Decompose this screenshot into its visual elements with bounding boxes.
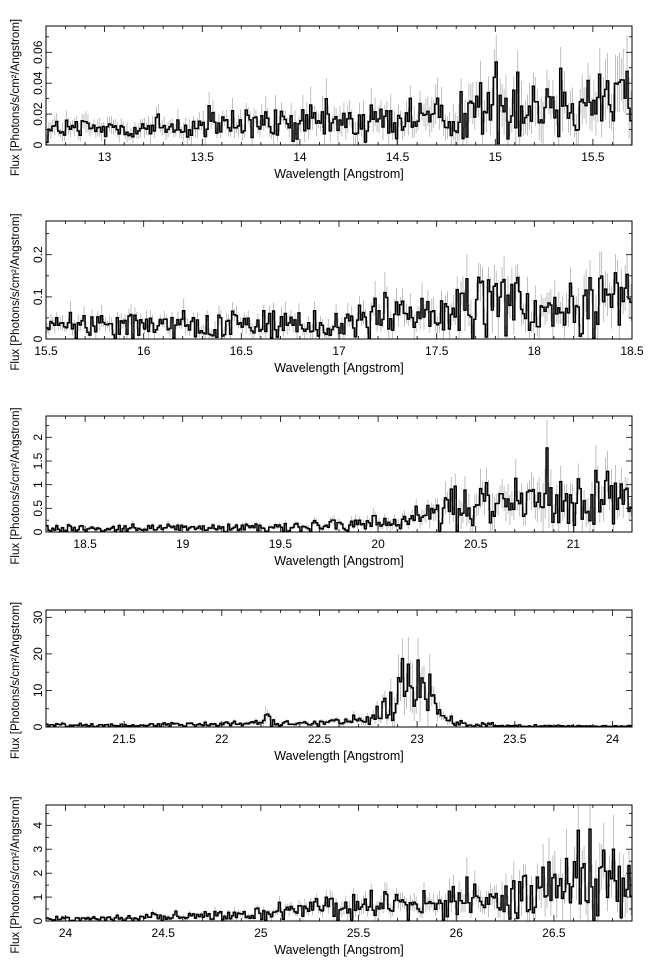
x-tick-label: 23.5: [503, 732, 527, 746]
spectrum-line: [46, 272, 632, 339]
y-tick-label: 0: [31, 723, 45, 730]
x-tick-label: 15.5: [581, 150, 605, 164]
x-tick-label: 24: [606, 732, 620, 746]
x-tick-label: 18: [528, 344, 542, 358]
y-tick-label: 20: [31, 647, 45, 661]
x-tick-label: 16.5: [230, 344, 254, 358]
error-bars: [46, 636, 632, 727]
x-tick-label: 19.5: [269, 537, 293, 551]
y-axis-label: Flux [Photons/s/cm²/Angstrom]: [10, 19, 22, 176]
y-tick-label: 0.06: [31, 40, 45, 64]
y-tick-label: 0.2: [31, 246, 45, 263]
spectrum-line: [46, 657, 632, 727]
plot-frame: [45, 804, 633, 922]
chart-panel-5: 24 24.5 25 25.5 26 26.5 0 1 2 3 4 Wavelength [Angst…: [10, 796, 633, 957]
spectrum-line: [46, 447, 632, 532]
x-tick-label: 14.5: [386, 150, 410, 164]
x-tick-label: 20.5: [464, 537, 488, 551]
x-tick-label: 26: [450, 926, 464, 940]
x-tick-label: 24.5: [152, 926, 176, 940]
x-tick-label: 13.5: [191, 150, 215, 164]
x-tick-label: 20: [371, 537, 385, 551]
chart-panel-4: 21.5 22 22.5 23 23.5 24 0 10 20 30 Wavelength [Ang…: [10, 602, 633, 763]
x-tick-label: 25: [254, 926, 268, 940]
x-tick-label: 22: [215, 732, 229, 746]
x-tick-label: 14: [293, 150, 307, 164]
y-tick-label: 0: [31, 141, 45, 148]
chart-panel-2: 15.5 16 16.5 17 17.5 18 18.5 0 0.1 0.2 Wavelength …: [10, 213, 644, 375]
x-axis-label: Wavelength [Angstrom]: [274, 554, 403, 568]
x-tick-label: 24: [59, 926, 73, 940]
x-tick-label: 17.5: [425, 344, 449, 358]
x-tick-label: 15.5: [34, 344, 58, 358]
plot-frame: [45, 609, 633, 728]
y-axis-label: Flux [Photons/s/cm²/Angstrom]: [10, 213, 22, 370]
y-tick-label: 0.04: [31, 71, 45, 95]
x-tick-label: 21: [567, 537, 581, 551]
y-tick-label: 1.5: [31, 452, 45, 469]
y-tick-label: 1: [31, 481, 45, 488]
y-tick-label: 4: [31, 822, 45, 829]
y-tick-label: 1: [31, 893, 45, 900]
error-bars: [46, 805, 632, 921]
y-tick-label: 30: [31, 610, 45, 624]
y-tick-label: 0.02: [31, 102, 45, 126]
y-tick-label: 0: [31, 335, 45, 342]
x-tick-label: 19: [176, 537, 190, 551]
x-tick-label: 18.5: [620, 344, 644, 358]
y-tick-label: 10: [31, 683, 45, 697]
y-axis-label: Flux [Photons/s/cm²/Angstrom]: [10, 407, 22, 564]
y-axis-label: Flux [Photons/s/cm²/Angstrom]: [10, 796, 22, 953]
y-tick-label: 0.1: [31, 288, 45, 305]
y-tick-label: 2: [31, 434, 45, 441]
x-tick-label: 21.5: [112, 732, 136, 746]
y-tick-label: 0.5: [31, 500, 45, 517]
x-tick-label: 25.5: [347, 926, 371, 940]
x-tick-label: 16: [137, 344, 151, 358]
y-tick-label: 3: [31, 846, 45, 853]
x-axis-label: Wavelength [Angstrom]: [274, 749, 403, 763]
x-tick-label: 13: [98, 150, 112, 164]
error-bars: [46, 420, 632, 532]
x-tick-label: 22.5: [308, 732, 332, 746]
x-tick-label: 15: [489, 150, 503, 164]
chart-panel-1: 13 13.5 14 14.5 15 15.5 0 0.02 0.04 0.06 Wavelengt…: [10, 19, 633, 181]
x-axis-label: Wavelength [Angstrom]: [274, 361, 403, 375]
y-tick-label: 0: [31, 528, 45, 535]
y-tick-label: 0: [31, 917, 45, 924]
y-tick-label: 2: [31, 870, 45, 877]
x-tick-label: 23: [410, 732, 424, 746]
x-tick-label: 26.5: [542, 926, 566, 940]
spectrum-line: [46, 828, 632, 921]
x-tick-label: 17: [332, 344, 346, 358]
x-axis-label: Wavelength [Angstrom]: [274, 167, 403, 181]
spectrum-line: [46, 61, 632, 145]
x-tick-label: 18.5: [73, 537, 97, 551]
x-axis-label: Wavelength [Angstrom]: [274, 943, 403, 957]
plot-frame: [45, 415, 633, 533]
y-axis-label: Flux [Photons/s/cm²/Angstrom]: [10, 602, 22, 759]
chart-panel-3: 18.5 19 19.5 20 20.5 21 0 0.5 1 1.5 2 Wavelength [A…: [10, 407, 633, 568]
